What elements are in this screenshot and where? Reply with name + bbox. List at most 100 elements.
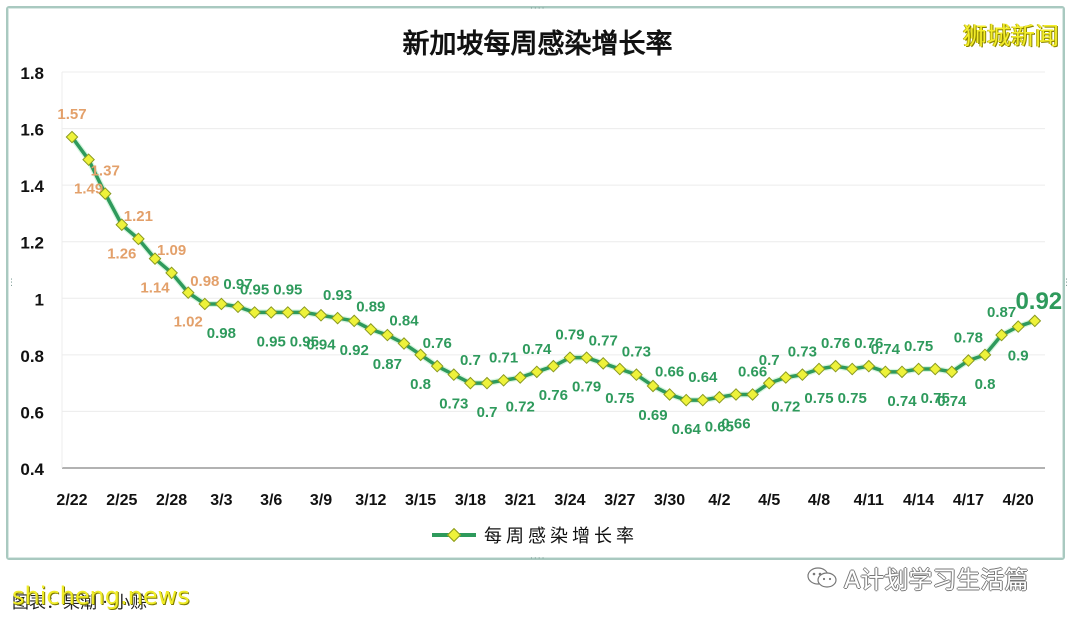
data-point-marker[interactable] — [696, 393, 710, 407]
data-point-marker[interactable] — [530, 365, 544, 379]
data-point-marker[interactable] — [65, 130, 79, 144]
data-point-marker[interactable] — [447, 368, 461, 382]
data-point-marker[interactable] — [547, 359, 560, 373]
data-point-marker[interactable] — [563, 351, 577, 365]
data-label: 0.7 — [460, 352, 481, 369]
data-point-marker[interactable] — [381, 328, 394, 342]
data-label: 0.76 — [539, 387, 568, 404]
data-point-marker[interactable] — [779, 371, 793, 384]
data-point-marker[interactable] — [132, 232, 145, 246]
x-tick-label: 3/24 — [554, 492, 585, 509]
data-point-marker[interactable] — [1011, 320, 1025, 333]
resize-handle-bottom[interactable]: ···· — [530, 554, 546, 564]
data-label: 0.65 — [705, 418, 734, 435]
y-tick-label: 0.8 — [20, 347, 44, 366]
data-point-marker[interactable] — [713, 390, 726, 404]
data-point-marker[interactable] — [995, 328, 1008, 342]
wechat-account-name: A计划学习生活篇 — [844, 566, 1029, 594]
data-point-marker[interactable] — [298, 306, 311, 319]
brand-watermark: 狮城新闻 — [963, 22, 1059, 50]
y-tick-label: 0.6 — [20, 403, 44, 422]
data-label: 1.02 — [174, 314, 203, 331]
data-point-marker[interactable] — [746, 388, 759, 401]
data-point-marker[interactable] — [414, 348, 427, 362]
data-label: 0.93 — [323, 287, 352, 304]
data-point-marker[interactable] — [596, 356, 610, 370]
data-point-marker[interactable] — [663, 388, 676, 401]
data-point-marker[interactable] — [646, 379, 660, 393]
y-tick-label: 1.4 — [20, 177, 44, 196]
data-point-marker[interactable] — [812, 362, 826, 376]
data-point-marker[interactable] — [248, 306, 261, 319]
data-point-marker[interactable] — [580, 351, 593, 365]
data-label: 0.84 — [389, 313, 419, 330]
wechat-icon — [807, 566, 837, 588]
x-tick-label: 3/18 — [455, 492, 486, 509]
data-point-marker[interactable] — [98, 187, 112, 200]
data-label: 0.79 — [572, 379, 601, 396]
data-point-marker[interactable] — [181, 286, 195, 299]
data-point-marker[interactable] — [1028, 314, 1042, 328]
data-point-marker[interactable] — [879, 365, 892, 379]
data-point-marker[interactable] — [912, 362, 925, 376]
data-point-marker[interactable] — [845, 362, 859, 376]
y-tick-label: 1 — [35, 290, 44, 309]
data-point-marker[interactable] — [264, 306, 278, 319]
data-label: 0.98 — [207, 325, 236, 342]
x-tick-label: 2/28 — [156, 492, 187, 509]
data-point-marker[interactable] — [613, 362, 627, 376]
data-point-marker[interactable] — [281, 306, 295, 319]
data-point-marker[interactable] — [978, 348, 992, 362]
data-point-marker[interactable] — [165, 266, 178, 280]
data-point-marker[interactable] — [862, 359, 876, 373]
data-label: 0.73 — [788, 344, 817, 361]
data-point-marker[interactable] — [679, 393, 693, 407]
data-point-marker[interactable] — [364, 323, 378, 336]
x-tick-label: 2/25 — [106, 492, 137, 509]
data-label: 0.74 — [522, 341, 552, 358]
data-point-marker[interactable] — [945, 365, 959, 379]
data-label: 0.75 — [921, 390, 950, 407]
data-point-marker[interactable] — [198, 297, 212, 311]
site-watermark: shicheng.news — [12, 582, 190, 610]
data-point-marker[interactable] — [331, 311, 344, 325]
data-point-marker[interactable] — [962, 354, 975, 367]
x-tick-label: 4/2 — [708, 492, 730, 509]
x-tick-label: 4/5 — [758, 492, 780, 509]
data-point-marker[interactable] — [796, 368, 809, 382]
data-point-marker[interactable] — [430, 359, 444, 373]
data-point-marker[interactable] — [314, 308, 328, 322]
data-point-marker[interactable] — [895, 365, 909, 379]
data-label: 0.95 — [240, 281, 269, 298]
data-point-marker[interactable] — [928, 362, 942, 376]
x-tick-label: 3/9 — [310, 492, 332, 509]
data-point-marker[interactable] — [215, 297, 228, 311]
data-point-marker[interactable] — [513, 371, 527, 384]
data-point-marker[interactable] — [464, 376, 477, 390]
data-point-marker[interactable] — [397, 337, 411, 350]
data-point-marker[interactable] — [347, 314, 361, 328]
resize-handle-top[interactable]: ···· — [530, 4, 546, 14]
data-label: 0.69 — [638, 407, 667, 424]
x-tick-label: 3/21 — [505, 492, 536, 509]
data-label: 0.75 — [605, 390, 634, 407]
data-point-marker[interactable] — [231, 300, 245, 314]
wechat-watermark: A计划学习生活篇 — [806, 560, 1028, 595]
data-label: 0.95 — [290, 333, 319, 350]
data-point-marker[interactable] — [497, 373, 510, 387]
data-label: 0.7 — [759, 352, 780, 369]
data-point-marker[interactable] — [630, 368, 643, 382]
data-label: 0.72 — [506, 398, 535, 415]
data-label: 0.87 — [373, 356, 402, 373]
data-point-marker[interactable] — [762, 376, 776, 390]
data-point-marker[interactable] — [729, 388, 743, 401]
data-label: 0.78 — [954, 330, 983, 347]
data-point-marker[interactable] — [82, 153, 95, 167]
data-point-marker[interactable] — [480, 376, 494, 390]
data-point-marker[interactable] — [148, 252, 162, 266]
data-point-marker[interactable] — [115, 218, 129, 232]
data-label: 0.71 — [489, 349, 518, 366]
x-tick-label: 3/15 — [405, 492, 436, 509]
data-point-marker[interactable] — [829, 359, 842, 373]
